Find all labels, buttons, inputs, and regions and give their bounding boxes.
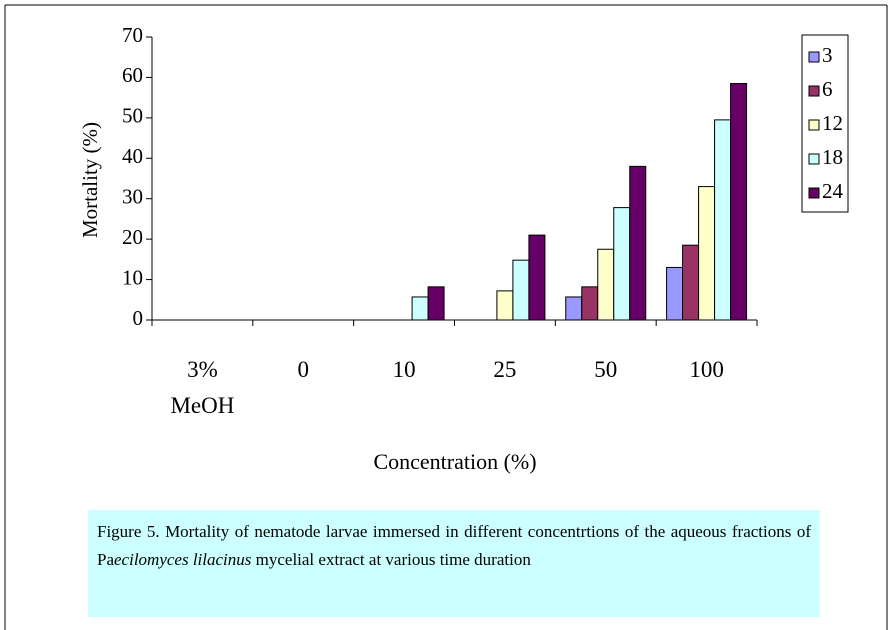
bar [666,266,684,321]
x-tick-label: 3% MeOH [170,357,235,418]
bar [581,286,599,321]
bar [496,290,514,321]
caption: Figure 5. Mortality of nematode larvae i… [88,510,820,617]
legend-swatch [808,153,820,165]
bar [597,248,615,321]
bar [629,165,647,321]
legend-swatch [808,187,820,199]
y-tick-label: 10 [122,265,143,289]
x-tick-label: 50 [594,357,618,382]
legend-label: 6 [822,77,833,101]
bar [427,286,445,321]
legend-label: 18 [822,145,843,169]
legend-swatch [808,85,820,97]
bar [730,82,748,321]
legend-label: 12 [822,111,843,135]
x-tick-label: 0 [297,357,310,382]
caption-text: mycelial extract at various time duratio… [251,550,531,569]
bar [698,186,716,321]
bar [613,207,631,321]
y-tick-label: 20 [122,225,143,249]
y-tick-label: 60 [122,63,143,87]
y-tick-label: 50 [122,104,143,128]
bar [565,296,583,321]
caption-text: ecilomyces lilacinus [114,550,252,569]
bar [411,296,429,321]
legend-swatch [808,51,820,63]
y-axis-label: Mortality (%) [78,122,102,238]
legend-label: 3 [822,43,833,67]
y-tick-label: 40 [122,144,143,168]
bar [714,119,732,321]
bar [528,234,546,321]
y-tick-label: 30 [122,185,143,209]
x-tick-label: 100 [689,357,724,382]
bar [512,259,530,321]
x-axis-label: Concentration (%) [373,449,536,474]
x-tick-label: 10 [392,357,416,382]
legend-swatch [808,119,820,131]
y-tick-label: 0 [133,306,144,330]
x-tick-label: 25 [493,357,517,382]
bar [682,244,700,321]
caption-text: Figure 5. Mortality of nematode larvae i… [97,522,811,569]
legend-label: 24 [822,179,844,203]
y-tick-label: 70 [122,23,143,47]
